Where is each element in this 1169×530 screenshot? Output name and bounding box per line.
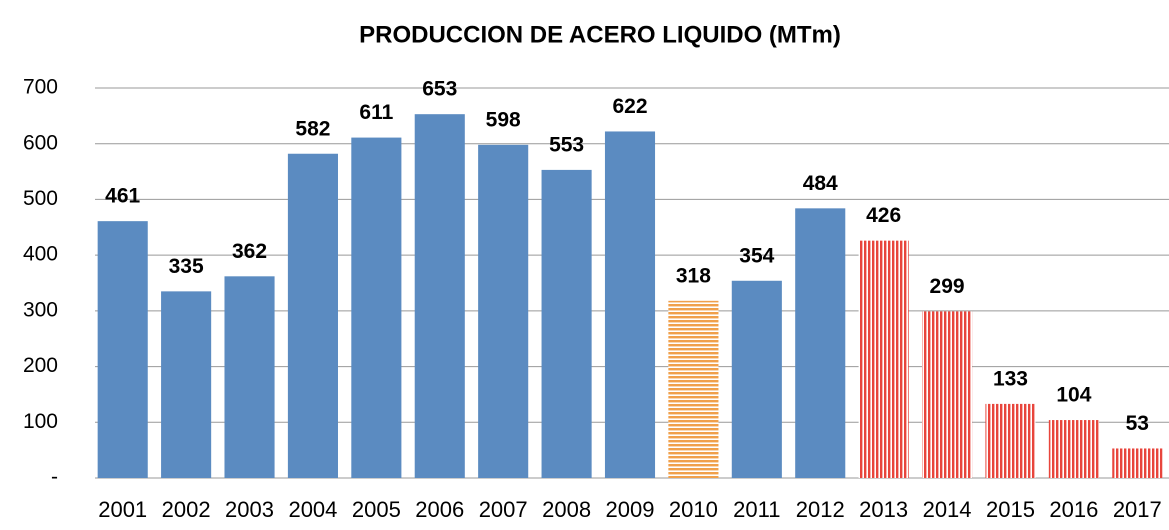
bar xyxy=(604,131,656,478)
bar xyxy=(668,300,719,478)
y-tick-label: 500 xyxy=(23,187,58,210)
value-label: 582 xyxy=(295,117,330,140)
y-tick-label: 600 xyxy=(23,131,58,154)
x-tick-label: 2005 xyxy=(352,497,401,522)
bar xyxy=(351,137,402,479)
value-label: 611 xyxy=(359,101,393,124)
x-tick-label: 2008 xyxy=(542,497,591,522)
y-tick-label: 700 xyxy=(23,76,58,99)
x-tick-label: 2009 xyxy=(606,497,655,522)
x-tick-label: 2003 xyxy=(225,497,274,522)
x-tick-label: 2004 xyxy=(288,497,337,522)
bar xyxy=(731,280,782,478)
y-tick-label: 200 xyxy=(23,354,58,377)
bar xyxy=(1048,420,1099,478)
value-label: 484 xyxy=(803,172,838,195)
x-tick-label: 2007 xyxy=(479,497,528,522)
bar xyxy=(414,114,465,478)
x-tick-label: 2002 xyxy=(162,497,211,522)
x-tick-label: 2013 xyxy=(859,497,908,522)
x-tick-label: 2014 xyxy=(923,497,972,522)
bar xyxy=(985,403,1036,478)
bar xyxy=(1112,448,1163,478)
x-tick-label: 2006 xyxy=(415,497,464,522)
bar xyxy=(858,240,909,478)
bar xyxy=(97,221,148,478)
value-label: 318 xyxy=(676,264,711,287)
value-label: 362 xyxy=(232,240,267,263)
x-tick-label: 2011 xyxy=(733,497,780,522)
x-tick-label: 2017 xyxy=(1113,497,1162,522)
x-tick-label: 2012 xyxy=(796,497,845,522)
x-tick-label: 2015 xyxy=(986,497,1035,522)
y-tick-label: - xyxy=(51,466,58,489)
bar xyxy=(922,311,973,478)
value-label: 354 xyxy=(739,244,774,267)
y-tick-label: 100 xyxy=(23,410,58,433)
value-label: 299 xyxy=(930,275,965,298)
value-label: 104 xyxy=(1056,384,1091,407)
bar xyxy=(795,208,846,479)
bar xyxy=(224,276,275,478)
bar xyxy=(161,291,212,478)
value-label: 426 xyxy=(866,204,901,227)
value-label: 653 xyxy=(422,78,457,101)
value-label: 598 xyxy=(486,108,521,131)
y-tick-label: 300 xyxy=(23,298,58,321)
bar xyxy=(541,169,592,478)
bar xyxy=(478,144,529,479)
x-tick-label: 2016 xyxy=(1049,497,1098,522)
value-label: 133 xyxy=(993,367,1028,390)
y-tick-label: 400 xyxy=(23,243,58,266)
value-label: 335 xyxy=(169,255,204,278)
chart-title: PRODUCCION DE ACERO LIQUIDO (MTm) xyxy=(359,21,841,48)
value-label: 53 xyxy=(1126,412,1149,435)
value-label: 461 xyxy=(105,185,140,208)
x-tick-label: 2001 xyxy=(98,497,147,522)
value-label: 622 xyxy=(612,95,647,118)
x-tick-label: 2010 xyxy=(669,497,718,522)
value-label: 553 xyxy=(549,133,584,156)
bar xyxy=(287,153,338,478)
